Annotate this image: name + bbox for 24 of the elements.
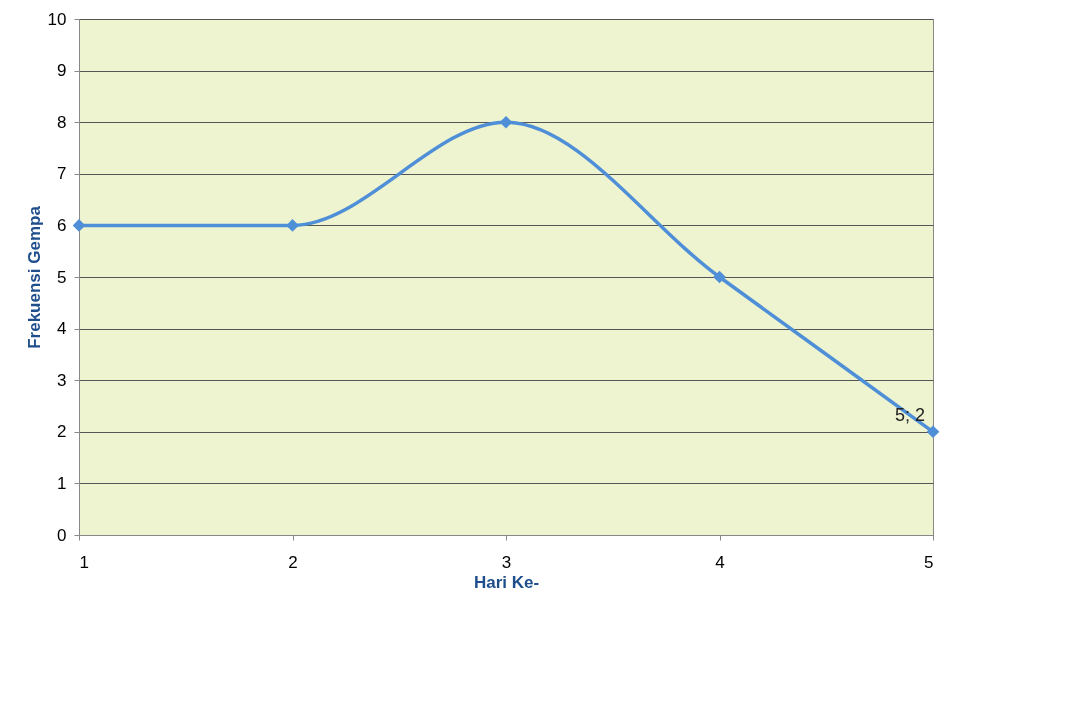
y-tick-label: 7	[57, 164, 67, 184]
x-tick-label: 5	[924, 552, 934, 572]
y-tick-label: 3	[57, 370, 67, 390]
point	[713, 270, 726, 284]
y-tick-label: 4	[57, 319, 67, 339]
x-axis-title: Hari Ke-	[473, 572, 540, 592]
x-tick-label: 4	[715, 552, 725, 572]
y-tick-label: 9	[57, 61, 67, 81]
x-tick-label: 2	[288, 552, 298, 572]
y-tick-label: 0	[57, 525, 67, 545]
point	[72, 219, 86, 232]
y-tick-label: 2	[57, 422, 67, 442]
point	[926, 425, 940, 439]
y-tick-label: 10	[47, 9, 67, 29]
y-axis-title: Frekuensi Gempa	[24, 205, 44, 349]
y-tick-label: 1	[57, 473, 67, 493]
point	[499, 115, 513, 129]
y-tick-label: 6	[57, 215, 67, 235]
annotation: 5; 2	[894, 404, 925, 425]
point	[286, 219, 299, 232]
y-tick-label: 5	[57, 267, 67, 287]
y-tick-label: 8	[57, 112, 67, 132]
x-tick-label: 3	[501, 552, 512, 572]
x-tick-label: 1	[79, 552, 89, 572]
